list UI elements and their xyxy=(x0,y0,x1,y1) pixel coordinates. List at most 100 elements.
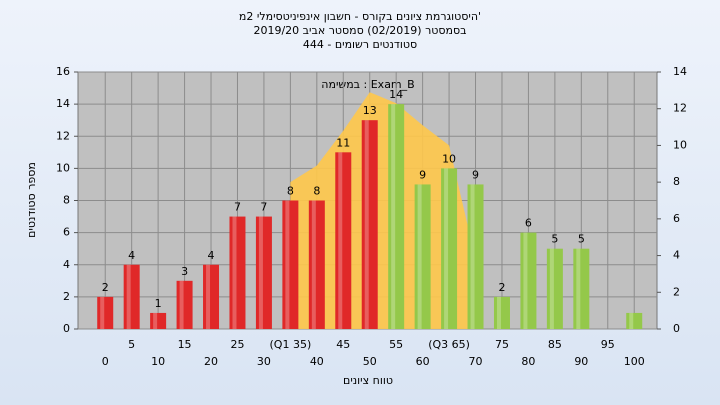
y-tick-label: 14 xyxy=(56,97,70,110)
x-tick-label: 75 xyxy=(495,338,509,351)
chart-title: היסטוגרמת ציונים בקורס - חשבון אינפיניטס… xyxy=(239,10,481,23)
x-tick-label: 5 xyxy=(128,338,135,351)
bar xyxy=(308,200,325,329)
bar-highlight xyxy=(338,152,343,329)
bar xyxy=(361,120,378,329)
data-label: 4 xyxy=(208,249,215,262)
data-label: 1 xyxy=(155,297,162,310)
bar xyxy=(255,216,272,329)
data-label: 14 xyxy=(389,88,403,101)
bar-highlight xyxy=(100,296,105,329)
x-axis-label: טווח ציונים xyxy=(343,374,393,387)
x-tick-label: 70 xyxy=(469,355,483,368)
y-axis-label: מספר סטודנטים xyxy=(25,162,38,238)
x-tick-label: 55 xyxy=(389,338,403,351)
x-tick-label: 20 xyxy=(204,355,218,368)
x-tick-label: 30 xyxy=(257,355,271,368)
x-tick-label: (Q1 35) xyxy=(270,338,312,351)
bar-highlight xyxy=(576,248,581,329)
bar-highlight xyxy=(470,184,475,329)
bar-highlight xyxy=(523,232,528,329)
x-tick-label: 15 xyxy=(178,338,192,351)
bar xyxy=(335,152,352,329)
bar xyxy=(123,264,140,329)
data-label: 9 xyxy=(472,168,479,181)
data-label: 2 xyxy=(498,281,505,294)
data-label: 7 xyxy=(260,201,267,214)
x-tick-label: (Q3 65) xyxy=(428,338,470,351)
x-tick-label: 90 xyxy=(574,355,588,368)
bar xyxy=(388,104,405,329)
y2-tick-label: 2 xyxy=(673,285,680,298)
data-label: 8 xyxy=(287,185,294,198)
y2-tick-label: 14 xyxy=(673,65,687,78)
data-label: 11 xyxy=(336,136,350,149)
bar-highlight xyxy=(549,248,554,329)
x-tick-label: 40 xyxy=(310,355,324,368)
y2-tick-label: 0 xyxy=(673,322,680,335)
y-tick-label: 12 xyxy=(56,129,70,142)
y2-tick-label: 12 xyxy=(673,102,687,115)
bar xyxy=(441,168,458,329)
bar xyxy=(203,264,220,329)
y-tick-label: 16 xyxy=(56,65,70,78)
x-tick-label: 10 xyxy=(151,355,165,368)
bar-highlight xyxy=(126,264,131,329)
bar-highlight xyxy=(206,264,211,329)
bar xyxy=(520,232,537,329)
data-label: 9 xyxy=(419,168,426,181)
chart-subtitle: בסמסטר (02/2019) סמסטר אביב 2019/20 xyxy=(253,24,466,37)
x-tick-label: 45 xyxy=(336,338,350,351)
data-label: 4 xyxy=(128,249,135,262)
y-tick-label: 0 xyxy=(63,322,70,335)
y-tick-label: 8 xyxy=(63,194,70,207)
y2-tick-label: 10 xyxy=(673,138,687,151)
bar xyxy=(97,296,114,329)
data-label: 8 xyxy=(313,185,320,198)
bar xyxy=(467,184,484,329)
x-tick-label: 25 xyxy=(230,338,244,351)
bar xyxy=(229,216,246,329)
x-tick-label: 60 xyxy=(416,355,430,368)
bar xyxy=(626,312,643,329)
bar xyxy=(546,248,563,329)
bar xyxy=(150,312,167,329)
bar-highlight xyxy=(153,312,158,329)
data-label: 5 xyxy=(578,233,585,246)
x-tick-label: 85 xyxy=(548,338,562,351)
data-label: 13 xyxy=(363,104,377,117)
y-tick-label: 2 xyxy=(63,290,70,303)
chart-subtitle: סטודנטים רשומים - 444 xyxy=(303,38,417,51)
y-tick-label: 10 xyxy=(56,161,70,174)
data-label: 3 xyxy=(181,265,188,278)
bar-highlight xyxy=(391,104,396,329)
x-tick-label: 80 xyxy=(521,355,535,368)
annotation: במשימה : Exam_B xyxy=(321,78,414,91)
bar-highlight xyxy=(364,120,369,329)
bar xyxy=(414,184,431,329)
x-tick-label: 50 xyxy=(363,355,377,368)
bar-highlight xyxy=(496,296,501,329)
y2-tick-label: 6 xyxy=(673,212,680,225)
bar-highlight xyxy=(179,280,184,329)
y2-tick-label: 4 xyxy=(673,249,680,262)
y2-tick-label: 8 xyxy=(673,175,680,188)
data-label: 10 xyxy=(442,152,456,165)
bar-highlight xyxy=(629,312,634,329)
bar-highlight xyxy=(232,216,237,329)
bar-highlight xyxy=(417,184,422,329)
x-tick-label: 95 xyxy=(601,338,615,351)
bar-highlight xyxy=(311,200,316,329)
bar-highlight xyxy=(285,200,290,329)
y-tick-label: 6 xyxy=(63,226,70,239)
y-tick-label: 4 xyxy=(63,258,70,271)
data-label: 2 xyxy=(102,281,109,294)
bar xyxy=(493,296,510,329)
data-label: 6 xyxy=(525,217,532,230)
bar-highlight xyxy=(444,168,449,329)
bar xyxy=(282,200,299,329)
bar xyxy=(176,280,193,329)
data-label: 7 xyxy=(234,201,241,214)
